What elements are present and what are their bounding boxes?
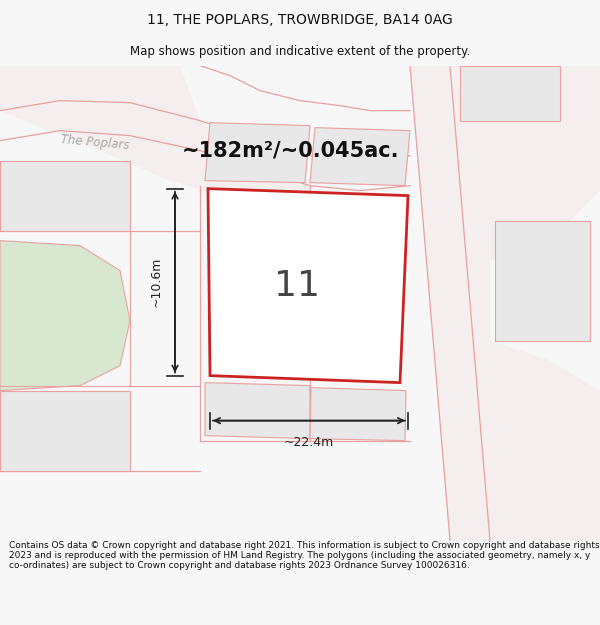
Text: Contains OS data © Crown copyright and database right 2021. This information is : Contains OS data © Crown copyright and d… [9,541,599,571]
Text: 11, THE POPLARS, TROWBRIDGE, BA14 0AG: 11, THE POPLARS, TROWBRIDGE, BA14 0AG [147,12,453,27]
Text: The Poplars: The Poplars [60,132,130,152]
Bar [460,66,560,121]
Text: ~182m²/~0.045ac.: ~182m²/~0.045ac. [181,141,399,161]
Bar [0,161,130,231]
Polygon shape [410,66,490,541]
Bar [0,391,130,471]
Polygon shape [310,388,406,441]
Polygon shape [0,241,130,391]
Polygon shape [208,189,408,382]
Polygon shape [205,382,310,439]
Polygon shape [310,127,410,186]
Polygon shape [450,66,600,541]
Polygon shape [0,66,310,211]
Text: 11: 11 [274,269,320,302]
Text: Map shows position and indicative extent of the property.: Map shows position and indicative extent… [130,45,470,58]
Text: ~10.6m: ~10.6m [150,257,163,308]
Text: ~22.4m: ~22.4m [284,436,334,449]
Bar [495,221,590,341]
Polygon shape [205,122,310,182]
Polygon shape [0,471,600,541]
